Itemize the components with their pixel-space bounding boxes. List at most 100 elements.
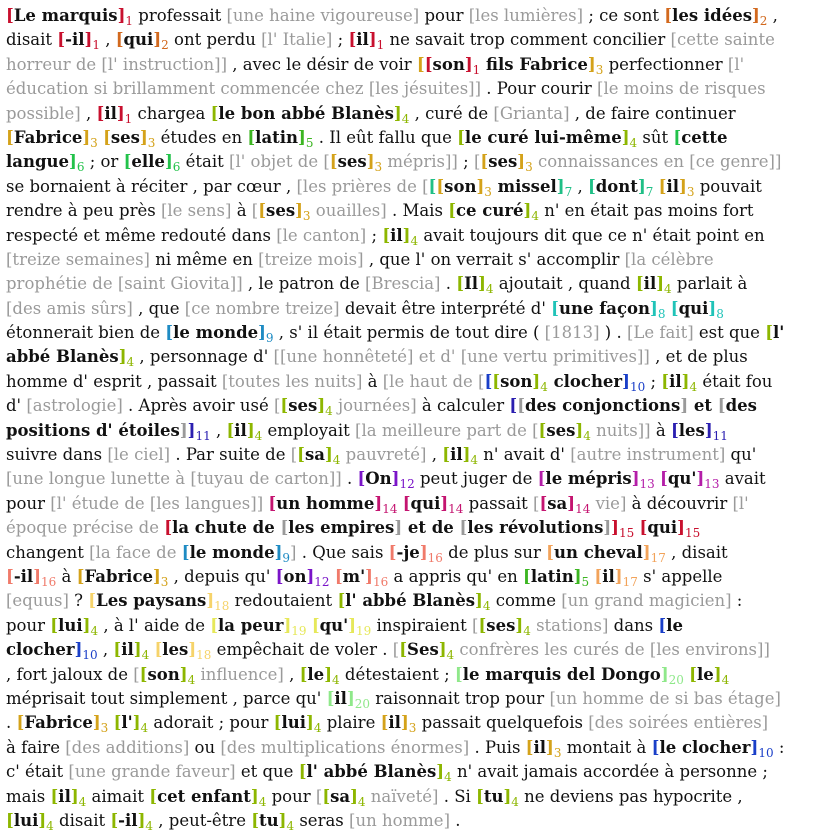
mention-open-bracket: [ bbox=[765, 323, 774, 343]
text-run: sa bbox=[304, 445, 325, 465]
text-run: . bbox=[440, 274, 457, 294]
mention-chain-4: [ses]4 bbox=[539, 420, 591, 442]
chain-id: 19 bbox=[356, 623, 372, 638]
span-bracket: [la meilleure part de [ bbox=[355, 420, 539, 440]
chain-id: 3 bbox=[100, 721, 109, 736]
text-run: ses bbox=[110, 127, 140, 147]
text-run: n' avait d' bbox=[478, 445, 571, 465]
text-run: ? bbox=[68, 591, 89, 611]
mention-close-bracket: ] bbox=[523, 201, 532, 221]
mention-close-bracket: ] bbox=[611, 518, 619, 538]
mention-close-bracket: ] bbox=[515, 615, 524, 635]
span-bracket: [des soirées entières] bbox=[588, 713, 769, 733]
text-run: . Par suite de bbox=[170, 445, 291, 465]
text-run: à calculer bbox=[416, 396, 510, 416]
text-run: avait bbox=[719, 469, 766, 489]
mention-chain-13: [qu']13 bbox=[660, 469, 720, 490]
mention-open-bracket: [ bbox=[251, 810, 260, 830]
span-bracket: [l' étude de [les langues]] bbox=[50, 493, 264, 513]
text-run: qui bbox=[123, 30, 154, 50]
mention-chain-14: [sa]14 bbox=[539, 493, 591, 516]
chain-id: 3 bbox=[408, 721, 417, 736]
chain-id: 9 bbox=[265, 331, 274, 346]
text-run: a appris qu' en bbox=[388, 566, 524, 586]
chain-id: 4 bbox=[313, 721, 322, 736]
text-run: détestaient ; bbox=[339, 664, 455, 684]
chain-id: 1 bbox=[125, 14, 134, 28]
chain-id: 7 bbox=[564, 184, 573, 199]
mention-chain-4: [il]4 bbox=[382, 226, 418, 247]
mention-chain-8: [qui]8 bbox=[671, 298, 724, 320]
text-run: cette bbox=[681, 127, 728, 147]
chain-id: 4 bbox=[357, 794, 366, 809]
mention-close-bracket: ] bbox=[464, 54, 473, 74]
span-bracket: influence] bbox=[195, 664, 284, 684]
span-bracket: [la célèbre bbox=[624, 249, 714, 269]
text-run: des bbox=[725, 396, 757, 416]
text-run: clocher bbox=[6, 640, 75, 660]
chain-id: 2 bbox=[759, 14, 768, 28]
text-run: Le marquis bbox=[13, 6, 118, 25]
text-run: avait toujours dit que ce n' était point… bbox=[418, 225, 765, 245]
mention-close-bracket: ] bbox=[298, 127, 306, 147]
text-run: qui bbox=[678, 298, 709, 318]
mention-close-bracket: ] bbox=[575, 420, 584, 440]
text-line: [treize semaines] ni même en [treize moi… bbox=[6, 248, 836, 272]
chain-id: 14 bbox=[575, 501, 591, 516]
mention-close-bracket: ] bbox=[187, 420, 196, 440]
chain-id: 15 bbox=[618, 526, 635, 541]
span-bracket: [ bbox=[533, 493, 540, 513]
mention-open-bracket: [ bbox=[388, 542, 397, 562]
chain-id: 4 bbox=[540, 379, 548, 394]
text-run: sa bbox=[547, 493, 568, 513]
span-bracket: [des amis sûrs] bbox=[6, 298, 133, 318]
mention-close-bracket: ] bbox=[440, 493, 449, 513]
text-run: n' en était pas moins fort bbox=[538, 201, 754, 221]
mention-close-bracket: ] bbox=[391, 469, 400, 489]
text-line: rendre à peu près [le sens] à [[ses]3 ou… bbox=[6, 199, 836, 223]
mention-close-bracket: ] bbox=[317, 396, 326, 416]
mention-open-bracket: [ bbox=[6, 127, 14, 147]
text-run: ne deviens pas hypocrite , bbox=[518, 786, 743, 806]
mention-open-bracket: [ bbox=[357, 469, 366, 489]
text-run: . Si bbox=[438, 786, 477, 806]
mention-chain-4: [ses]4 bbox=[478, 615, 531, 638]
mention-close-bracket: ] bbox=[324, 445, 333, 465]
text-line: horreur de [l' instruction]] , avec le d… bbox=[6, 53, 836, 77]
mention-chain-2: [les idées]2 bbox=[664, 6, 768, 28]
mention-chain-5: [latin]5 bbox=[247, 127, 314, 150]
mention-close-bracket: ] bbox=[438, 640, 447, 660]
mention-open-bracket: [ bbox=[88, 591, 97, 611]
span-bracket: [une grande faveur] bbox=[68, 762, 236, 782]
chain-id: 5 bbox=[305, 135, 314, 150]
chain-id: 6 bbox=[172, 160, 181, 175]
mention-close-bracket: ] bbox=[587, 54, 596, 74]
mention-open-bracket: [ bbox=[275, 566, 284, 586]
span-bracket: [le ciel] bbox=[107, 445, 171, 465]
text-run: le monde bbox=[189, 542, 275, 562]
text-run: chargea bbox=[132, 103, 211, 123]
text-run: ; or bbox=[84, 152, 124, 172]
span-bracket: [les prières de [ bbox=[296, 176, 429, 196]
mention-close-bracket: ] bbox=[82, 127, 91, 147]
text-line: suivre dans [le ciel] . Par suite de [[s… bbox=[6, 443, 836, 467]
mention-open-bracket: [ bbox=[226, 420, 235, 440]
mention-chain-3: [ses]3 bbox=[480, 152, 532, 173]
text-run: Les paysans bbox=[96, 591, 207, 611]
span-bracket: stations] bbox=[530, 615, 609, 635]
mention-chain-6: langue]6 bbox=[6, 152, 84, 173]
mention-chain-1: [il]1 bbox=[348, 30, 384, 51]
mention-open-bracket: [ bbox=[492, 371, 501, 391]
mention-open-bracket: [ bbox=[181, 542, 190, 562]
mention-chain-4: [lui]4 bbox=[50, 616, 98, 637]
chain-id: 4 bbox=[523, 623, 531, 638]
mention-close-bracket: ] bbox=[132, 713, 141, 733]
mention-open-bracket: [ bbox=[635, 274, 644, 294]
mention-chain-4: [ce curé]4 bbox=[448, 201, 539, 222]
span-bracket: [Brescia] bbox=[365, 274, 441, 294]
mention-close-bracket: ] bbox=[206, 591, 215, 611]
span-bracket: connaissances en [ce genre]] bbox=[532, 152, 782, 172]
mention-close-bracket: ] bbox=[118, 347, 127, 367]
text-run: Fabrice bbox=[13, 127, 83, 147]
text-run: plaire bbox=[321, 713, 381, 733]
